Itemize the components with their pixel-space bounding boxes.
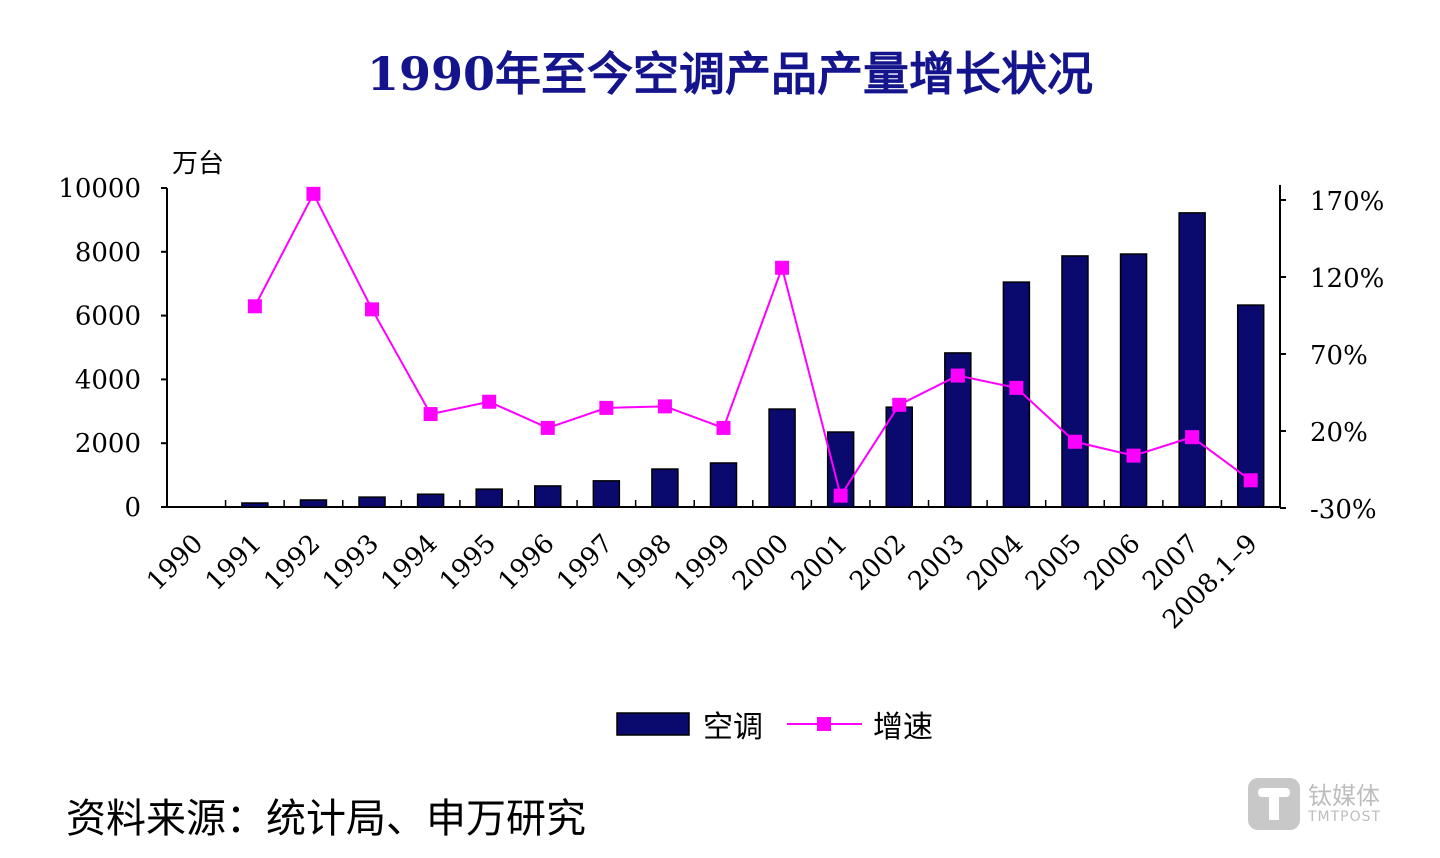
x-tick-label: 1999 [668,529,736,597]
x-tick-label: 1997 [551,529,619,597]
y-tick-label: 0 [124,493,141,523]
y-tick-label: 6000 [75,302,141,332]
growth-point [423,407,438,422]
x-tick-label: 1993 [317,529,385,597]
bar [1119,253,1148,508]
watermark: 钛媒体 TMTPOST [1248,778,1381,830]
x-tick-label: 2005 [1020,529,1088,597]
x-tick-label: 1992 [258,529,326,597]
growth-point [1009,380,1024,395]
y-tick-label: 10000 [58,174,141,204]
bar [885,406,913,508]
bar [416,493,445,508]
growth-line [253,191,1252,499]
growth-point [950,368,965,383]
y-right-tick-label: 120% [1310,264,1384,294]
growth-point [1067,434,1082,449]
source-note: 资料来源：统计局、申万研究 [66,796,586,842]
growth-point [716,420,731,435]
bar [768,408,796,508]
y-tick-label: 2000 [75,429,141,459]
growth-point [365,302,380,317]
y-right-tick-label: -30% [1310,495,1377,525]
x-tick-label: 2004 [961,529,1029,597]
x-tick-label: 1996 [493,529,561,597]
growth-point [482,394,497,409]
bar [1061,255,1089,508]
legend: 空调 增速 [616,710,933,745]
y-right-tick-label: 70% [1310,341,1368,371]
bar [592,480,621,508]
bar [1178,212,1206,508]
bar [709,462,738,508]
tmtpost-logo-icon [1248,778,1300,830]
x-tick-label: 2001 [786,529,854,597]
x-tick-label: 2002 [844,529,912,597]
growth-point [775,260,790,275]
x-tick-label: 1998 [610,529,678,597]
y-right-tick-label: 20% [1310,418,1368,448]
legend-label-line: 增速 [873,710,933,745]
watermark-en: TMTPOST [1308,809,1382,825]
growth-point [1126,448,1141,463]
watermark-cn: 钛媒体 [1308,782,1380,810]
y-tick-label: 8000 [75,238,141,268]
growth-point [833,488,848,503]
bar [534,485,562,508]
growth-point [1185,430,1200,445]
y-axis-unit-label: 万台 [172,149,224,179]
x-tick-label: 2000 [727,529,795,597]
x-tick-label: 1990 [141,529,209,597]
legend-label-bar: 空调 [703,710,763,745]
legend-line-marker [817,717,831,731]
bar [299,499,328,508]
growth-point [657,399,672,414]
growth-point [306,186,321,201]
x-tick-label: 1991 [200,529,268,597]
y-right-tick-label: 170% [1310,187,1384,217]
x-tick-label: 1994 [376,529,444,597]
bar [475,488,503,508]
y-tick-label: 4000 [75,365,141,395]
growth-point [1243,473,1258,488]
growth-point [247,299,262,314]
legend-bar-swatch [616,712,690,736]
chart-title: 1990年至今空调产品产量增长状况 [367,47,1093,101]
bar [241,502,269,508]
bar [358,496,386,508]
growth-point [892,397,907,412]
x-tick-label: 2003 [903,529,971,597]
x-tick-label: 1995 [434,529,502,597]
bar [651,468,679,508]
growth-point [599,400,614,415]
x-tick-label: 2006 [1078,529,1146,597]
growth-point [540,420,555,435]
